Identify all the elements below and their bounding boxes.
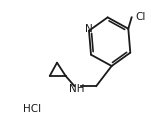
- Text: N: N: [85, 24, 93, 34]
- Text: NH: NH: [69, 84, 85, 94]
- Text: HCl: HCl: [23, 104, 41, 114]
- Text: Cl: Cl: [136, 12, 146, 22]
